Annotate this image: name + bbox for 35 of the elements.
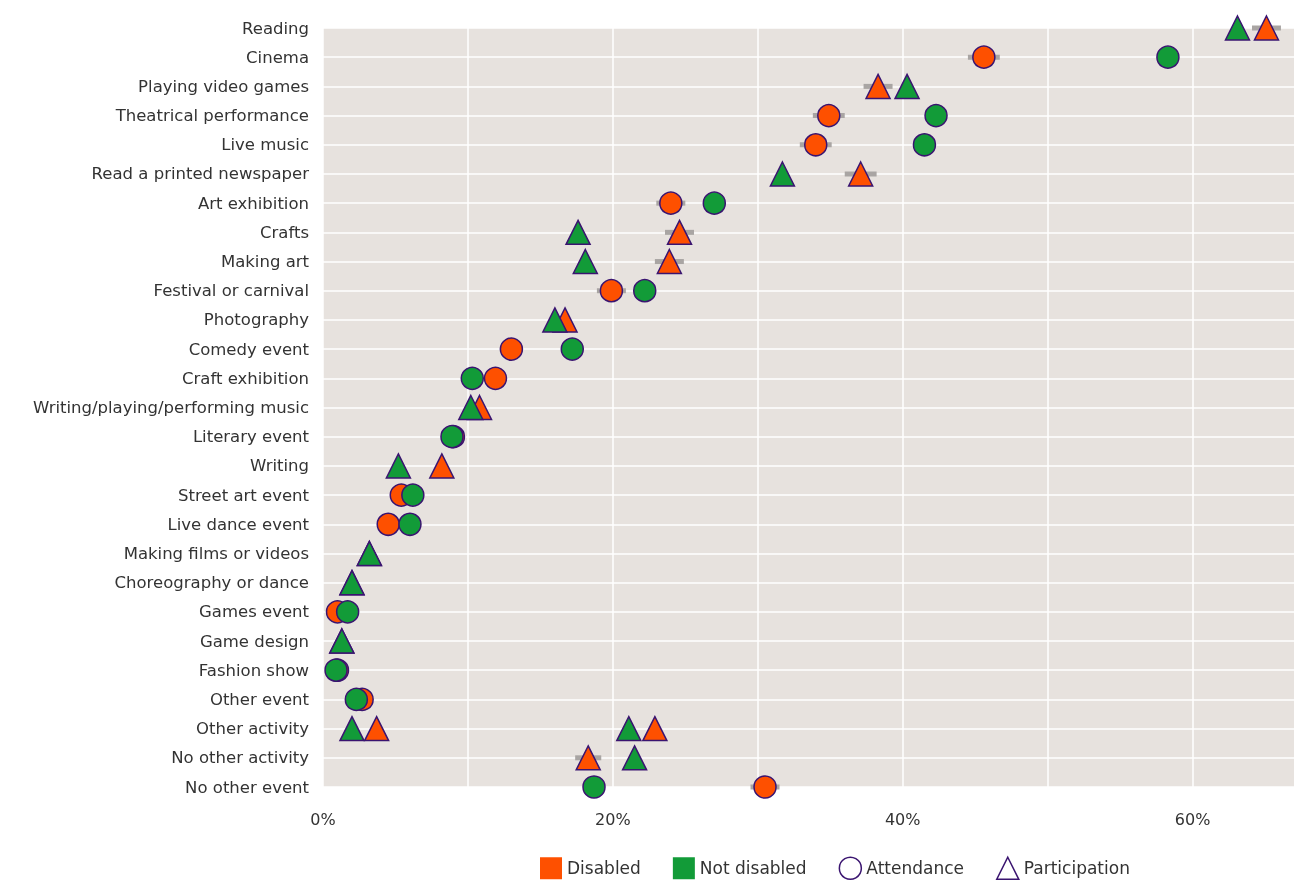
y-tick-label: Crafts	[259, 222, 309, 242]
y-tick-label: Fashion show	[198, 660, 309, 680]
y-tick-label: No other activity	[171, 748, 310, 768]
y-tick-label: Photography	[203, 310, 310, 330]
y-tick-label: Other event	[209, 689, 310, 709]
x-tick-label: 60%	[1174, 809, 1211, 829]
legend-label: Attendance	[866, 858, 965, 879]
y-tick-label: Literary event	[192, 427, 310, 447]
y-tick-label: No other event	[185, 777, 310, 797]
y-tick-label: Games event	[199, 602, 310, 622]
y-tick-label: Theatrical performance	[114, 106, 309, 126]
legend-label: Participation	[1023, 858, 1130, 879]
y-tick-label: Live music	[221, 135, 309, 155]
y-tick-label: Reading	[242, 18, 309, 38]
y-tick-label: Choreography or dance	[114, 573, 309, 593]
y-tick-label: Craft exhibition	[182, 368, 309, 388]
y-tick-label: Writing/playing/performing music	[33, 398, 309, 417]
y-tick-label: Other activity	[196, 719, 310, 739]
x-tick-label: 20%	[595, 809, 631, 829]
y-tick-label: Writing	[250, 456, 309, 476]
y-tick-label: Art exhibition	[197, 193, 309, 213]
y-tick-label: Game design	[199, 631, 309, 651]
y-tick-label: Making films or videos	[123, 543, 309, 563]
y-tick-label: Read a printed newspaper	[91, 164, 310, 184]
legend-label: Disabled	[567, 858, 641, 879]
y-tick-label: Comedy event	[188, 339, 310, 359]
y-tick-label: Playing video games	[138, 76, 309, 96]
y-tick-label: Festival or carnival	[153, 281, 309, 301]
y-tick-label: Live dance event	[167, 514, 310, 534]
x-tick-label: 0%	[310, 809, 336, 829]
y-tick-label: Street art event	[178, 485, 310, 505]
y-tick-label: Cinema	[246, 47, 309, 67]
legend-label: Not disabled	[699, 858, 807, 879]
x-tick-label: 40%	[884, 809, 921, 829]
y-tick-label: Making art	[220, 252, 310, 272]
